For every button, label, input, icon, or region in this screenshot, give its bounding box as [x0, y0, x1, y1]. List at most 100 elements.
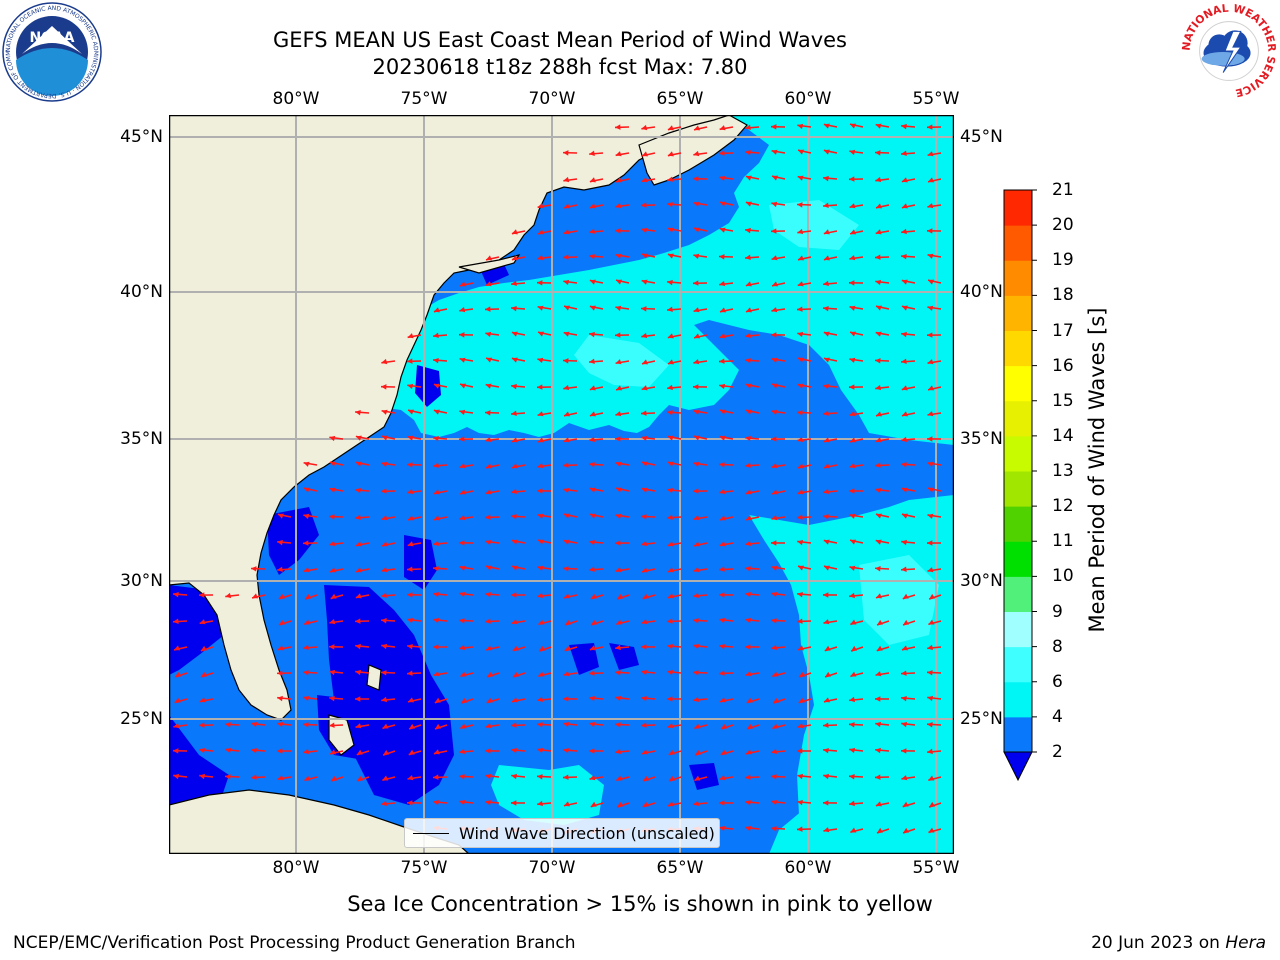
direction-arrow-head — [538, 437, 544, 443]
direction-arrow-head — [642, 151, 648, 157]
direction-arrow-head — [927, 436, 933, 442]
direction-arrow-head — [849, 565, 856, 572]
direction-arrow-head — [901, 566, 907, 572]
direction-arrow-head — [277, 513, 284, 519]
direction-arrow-head — [329, 514, 335, 520]
direction-arrow-head — [565, 619, 572, 626]
direction-arrow-head — [641, 177, 648, 183]
direction-arrow-head — [797, 463, 804, 469]
direction-arrow-head — [823, 149, 830, 155]
colorbar-tick-label: 19 — [1052, 250, 1074, 271]
direction-arrow-head — [589, 150, 595, 157]
direction-arrow-head — [927, 202, 934, 209]
direction-arrow-head — [667, 333, 674, 339]
direction-arrow-head — [667, 801, 674, 807]
direction-arrow-head — [901, 721, 908, 728]
direction-arrow-head — [667, 723, 674, 729]
direction-arrow-head — [199, 773, 206, 780]
direction-arrow-head — [720, 749, 727, 755]
direction-arrow-head — [772, 723, 779, 729]
direction-arrow-head — [849, 696, 855, 703]
direction-arrow-head — [616, 385, 622, 391]
direction-arrow-head — [407, 383, 414, 390]
direction-arrow-head — [485, 410, 491, 416]
direction-arrow-head — [927, 722, 933, 728]
direction-arrow-head — [719, 697, 726, 703]
direction-arrow-head — [928, 775, 935, 781]
direction-arrow-head — [277, 566, 283, 573]
colorbar — [1003, 189, 1037, 782]
direction-arrow-head — [823, 565, 830, 571]
direction-arrow-head — [615, 124, 621, 130]
direction-arrow-head — [407, 435, 414, 441]
direction-arrow-head — [589, 670, 595, 676]
direction-arrow-head — [589, 279, 596, 285]
direction-arrow-head — [927, 670, 933, 676]
direction-arrow-head — [745, 201, 752, 207]
colorbar-bin — [1004, 435, 1032, 472]
direction-arrow-head — [589, 721, 596, 728]
lat-label-right: 35°N — [960, 429, 1003, 449]
direction-arrow-head — [511, 383, 517, 390]
direction-arrow-head — [771, 514, 778, 521]
direction-arrow-head — [434, 697, 441, 703]
direction-arrow-head — [771, 149, 778, 155]
direction-arrow-head — [537, 254, 544, 261]
direction-arrow-head — [407, 643, 413, 650]
colorbar-bin — [1004, 225, 1032, 261]
direction-arrow-head — [303, 644, 309, 651]
direction-arrow-head — [199, 619, 206, 625]
direction-arrow-head — [797, 799, 803, 806]
direction-arrow-head — [589, 411, 596, 417]
direction-arrow-head — [225, 592, 232, 599]
direction-arrow-head — [745, 462, 751, 468]
direction-arrow-head — [511, 722, 517, 728]
direction-arrow-head — [875, 696, 881, 702]
direction-arrow-head — [199, 722, 205, 728]
direction-arrow-head — [667, 201, 673, 208]
direction-arrow-head — [303, 540, 309, 546]
direction-arrow-head — [355, 669, 362, 676]
direction-arrow-head — [745, 591, 751, 598]
direction-arrow-head — [589, 253, 595, 260]
direction-arrow-head — [771, 774, 777, 780]
direction-arrow-head — [329, 669, 336, 676]
colorbar-tick-label: 21 — [1052, 180, 1074, 200]
colorbar-bin — [1004, 400, 1032, 437]
lon-label-bottom: 75°W — [400, 858, 448, 878]
nws-logo: NATIONAL WEATHER SERVICE — [1180, 2, 1278, 100]
direction-arrow-head — [823, 202, 829, 209]
direction-arrow-head — [667, 151, 674, 157]
direction-arrow-head — [875, 229, 882, 235]
direction-arrow-head — [850, 123, 856, 129]
lon-label-top: 70°W — [528, 89, 576, 109]
direction-arrow-head — [459, 799, 466, 806]
direction-arrow-head — [875, 437, 882, 443]
direction-arrow-head — [823, 800, 829, 806]
direction-arrow-head — [719, 201, 726, 207]
direction-arrow-head — [641, 359, 648, 365]
lon-label-top: 75°W — [400, 89, 448, 109]
direction-arrow-head — [563, 801, 570, 807]
direction-arrow-head — [797, 228, 804, 235]
direction-arrow-head — [719, 643, 725, 650]
direction-arrow-head — [797, 565, 804, 571]
direction-arrow-head — [667, 359, 674, 365]
direction-arrow-head — [797, 331, 804, 338]
direction-arrow-head — [797, 306, 803, 312]
direction-arrow-head — [927, 695, 934, 702]
direction-arrow-head — [563, 462, 569, 468]
direction-arrow-head — [902, 801, 909, 807]
direction-arrow-head — [797, 591, 803, 598]
direction-arrow-head — [901, 436, 907, 443]
direction-arrow-head — [433, 307, 440, 313]
direction-arrow-head — [901, 487, 908, 493]
direction-arrow-head — [719, 227, 726, 233]
direction-arrow-head — [772, 281, 778, 287]
direction-arrow-head — [927, 410, 934, 417]
direction-arrow-head — [329, 618, 336, 625]
direction-arrow-head — [563, 176, 570, 183]
direction-arrow-head — [589, 462, 595, 468]
direction-arrow-head — [355, 618, 361, 624]
direction-arrow-head — [486, 697, 493, 703]
